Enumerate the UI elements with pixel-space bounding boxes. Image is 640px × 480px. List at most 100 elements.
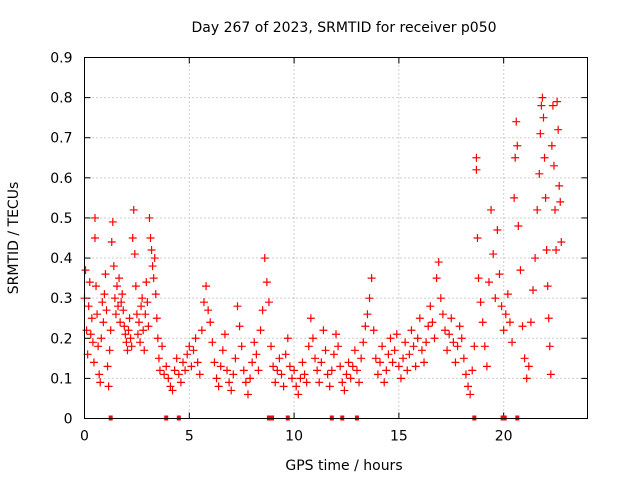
data-point: [88, 338, 97, 347]
x-tick-label: 5: [185, 429, 194, 445]
data-point: [440, 326, 449, 335]
data-point: [468, 366, 477, 375]
data-point: [420, 358, 429, 367]
data-point: [413, 334, 422, 343]
data-point: [258, 306, 267, 315]
data-point: [424, 322, 433, 331]
data-point: [553, 97, 562, 106]
y-tick-label: 0.4: [50, 251, 72, 267]
data-point: [311, 354, 320, 363]
data-point: [513, 141, 522, 150]
data-point: [511, 153, 520, 162]
data-point: [248, 358, 257, 367]
data-point: [415, 314, 424, 323]
data-point: [321, 346, 330, 355]
data-point: [336, 362, 345, 371]
data-point: [432, 274, 441, 283]
data-point: [497, 302, 506, 311]
data-point: [308, 334, 317, 343]
data-point: [97, 334, 106, 343]
data-point: [296, 374, 305, 383]
data-point: [237, 342, 246, 351]
data-point: [241, 378, 250, 387]
data-point: [152, 314, 161, 323]
y-tick-label: 0: [64, 412, 73, 428]
data-point: [199, 298, 208, 307]
data-point: [120, 322, 129, 331]
data-point: [124, 326, 133, 335]
data-point: [208, 338, 217, 347]
data-point: [357, 354, 366, 363]
data-point: [89, 358, 98, 367]
data-point: [94, 342, 103, 351]
data-point: [411, 362, 420, 371]
data-point: [123, 346, 132, 355]
data-point: [210, 358, 219, 367]
x-tick-label: 15: [390, 429, 408, 445]
data-point: [260, 254, 269, 263]
data-point: [436, 294, 445, 303]
data-point: [252, 350, 261, 359]
data-point: [149, 274, 158, 283]
data-point: [332, 330, 340, 339]
data-point: [287, 374, 296, 383]
data-point: [551, 205, 560, 214]
grid: [84, 57, 588, 419]
data-point: [417, 346, 426, 355]
data-point: [146, 234, 155, 242]
data-point: [292, 382, 301, 391]
y-tick-label: 0.2: [50, 331, 72, 347]
data-point: [538, 93, 547, 102]
data-point: [430, 334, 439, 343]
data-point: [548, 101, 557, 110]
data-point: [191, 334, 200, 343]
data-point: [142, 278, 151, 287]
y-tick-label: 0.7: [50, 131, 72, 147]
data-point: [179, 358, 188, 367]
data-point: [93, 310, 102, 319]
data-point: [472, 165, 481, 174]
data-point: [514, 221, 523, 230]
data-point: [434, 258, 443, 267]
data-point: [141, 310, 150, 319]
plot-frame: [84, 57, 588, 419]
data-point: [254, 366, 263, 375]
data-point: [206, 318, 215, 327]
data-point: [271, 378, 280, 387]
data-point: [371, 354, 380, 363]
data-point: [256, 326, 265, 335]
data-point: [472, 153, 481, 162]
data-point: [499, 326, 508, 335]
data-point: [508, 338, 517, 347]
data-point: [464, 382, 473, 391]
data-point: [533, 205, 542, 214]
data-point: [510, 193, 519, 202]
data-point: [539, 113, 548, 122]
data-point: [264, 298, 273, 307]
data-point: [319, 326, 328, 335]
data-point: [122, 338, 131, 347]
data-point: [476, 298, 485, 307]
data-point: [329, 350, 338, 359]
data-point: [129, 205, 138, 214]
data-point: [428, 318, 437, 327]
data-point: [95, 370, 104, 379]
data-point: [204, 306, 213, 315]
data-point: [133, 330, 142, 339]
data-point: [388, 358, 397, 367]
data-point: [457, 334, 466, 343]
data-point: [451, 358, 460, 367]
y-tick-label: 0.1: [50, 371, 72, 387]
data-point: [344, 358, 353, 367]
data-point: [378, 342, 387, 351]
data-point: [119, 306, 128, 315]
data-point: [373, 370, 382, 379]
data-point: [160, 370, 169, 379]
data-point: [96, 378, 105, 387]
data-point: [543, 282, 552, 291]
data-point: [350, 346, 359, 355]
data-point: [144, 322, 153, 331]
data-point: [422, 338, 431, 347]
